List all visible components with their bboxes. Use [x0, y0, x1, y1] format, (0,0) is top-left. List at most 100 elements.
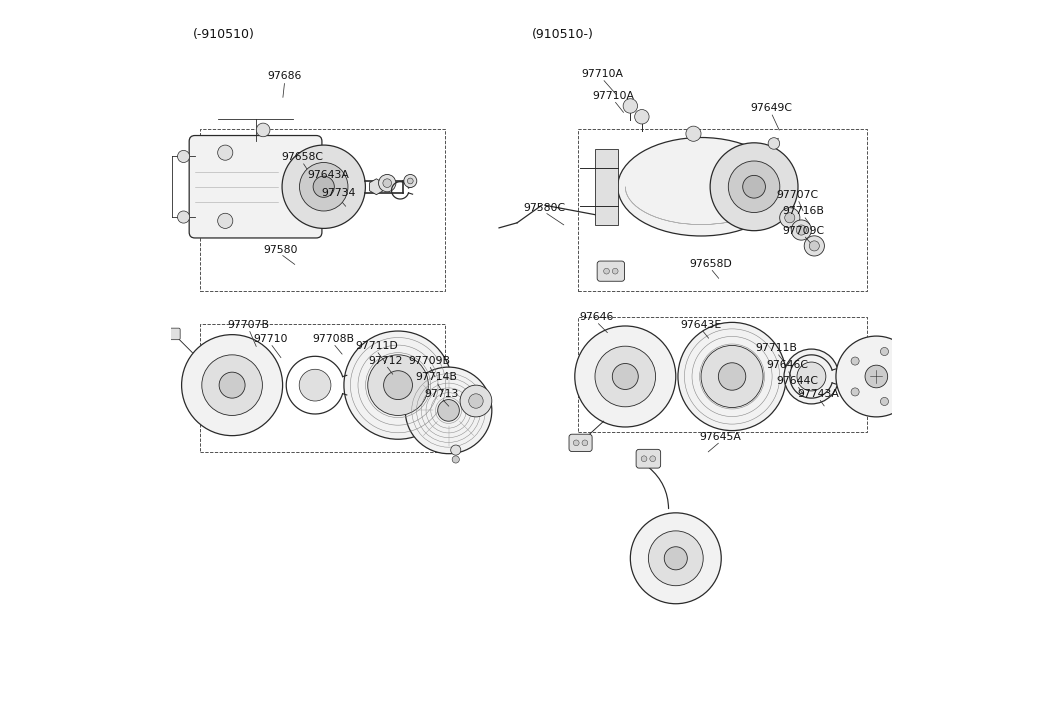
FancyBboxPatch shape	[597, 261, 625, 281]
Text: 97713: 97713	[424, 389, 458, 399]
Text: 97709C: 97709C	[782, 226, 825, 236]
Circle shape	[851, 388, 859, 396]
Circle shape	[300, 163, 348, 211]
Circle shape	[299, 369, 331, 401]
Text: 97686: 97686	[268, 71, 302, 81]
Circle shape	[769, 137, 779, 149]
Text: 97646C: 97646C	[766, 360, 809, 370]
Circle shape	[460, 385, 492, 417]
Circle shape	[784, 213, 795, 222]
Text: 97643E: 97643E	[680, 320, 722, 329]
Circle shape	[256, 123, 270, 137]
Circle shape	[623, 99, 638, 113]
Text: 97711B: 97711B	[756, 343, 797, 353]
Circle shape	[368, 355, 428, 415]
Circle shape	[743, 175, 765, 198]
Text: 97707C: 97707C	[777, 190, 819, 200]
Circle shape	[451, 445, 460, 455]
Text: 97709B: 97709B	[408, 356, 450, 366]
Circle shape	[797, 362, 826, 391]
Circle shape	[791, 220, 811, 240]
Circle shape	[809, 241, 820, 251]
Text: 97580: 97580	[264, 244, 298, 254]
Circle shape	[575, 326, 676, 427]
Circle shape	[384, 371, 412, 400]
Text: 97649C: 97649C	[750, 103, 792, 113]
Circle shape	[178, 150, 189, 163]
FancyBboxPatch shape	[165, 328, 180, 340]
Circle shape	[219, 372, 246, 398]
Text: 97734: 97734	[321, 188, 355, 198]
Ellipse shape	[618, 137, 784, 236]
Circle shape	[182, 334, 283, 435]
Circle shape	[701, 345, 763, 408]
Circle shape	[378, 174, 395, 192]
Text: (910510-): (910510-)	[532, 28, 593, 41]
Text: 97711D: 97711D	[355, 341, 398, 351]
Text: 97658D: 97658D	[689, 259, 731, 269]
Circle shape	[898, 372, 907, 380]
Text: 97714B: 97714B	[416, 372, 457, 382]
Circle shape	[282, 145, 366, 228]
Circle shape	[438, 400, 459, 421]
FancyBboxPatch shape	[569, 434, 592, 451]
Circle shape	[805, 236, 825, 256]
Text: 97710A: 97710A	[593, 91, 635, 101]
Circle shape	[664, 547, 688, 570]
Circle shape	[851, 357, 859, 365]
Circle shape	[404, 174, 417, 188]
Circle shape	[630, 513, 721, 603]
Text: 97707B: 97707B	[227, 320, 270, 329]
Text: 97580C: 97580C	[523, 203, 566, 213]
Circle shape	[710, 142, 798, 230]
Circle shape	[469, 394, 484, 409]
Circle shape	[728, 161, 780, 212]
Circle shape	[573, 440, 579, 446]
Circle shape	[344, 331, 452, 439]
Polygon shape	[924, 366, 937, 380]
Circle shape	[865, 365, 888, 387]
Circle shape	[314, 176, 335, 197]
Text: (-910510): (-910510)	[192, 28, 254, 41]
Circle shape	[678, 322, 787, 430]
Circle shape	[218, 213, 233, 228]
Circle shape	[178, 211, 189, 223]
Circle shape	[779, 208, 799, 228]
Circle shape	[407, 178, 414, 184]
Circle shape	[595, 346, 656, 407]
Text: 97708B: 97708B	[313, 334, 354, 344]
Circle shape	[796, 225, 807, 235]
Circle shape	[583, 440, 588, 446]
Circle shape	[686, 126, 701, 141]
Circle shape	[880, 398, 889, 406]
FancyBboxPatch shape	[595, 149, 618, 225]
Circle shape	[218, 145, 233, 160]
Text: 97643A: 97643A	[307, 170, 349, 180]
Text: 97658C: 97658C	[281, 152, 323, 162]
Text: 97644C: 97644C	[776, 376, 819, 386]
Circle shape	[604, 268, 609, 274]
Text: 97646: 97646	[579, 313, 613, 322]
Circle shape	[641, 456, 647, 462]
FancyBboxPatch shape	[189, 135, 322, 238]
Circle shape	[649, 456, 656, 462]
Text: 97743A: 97743A	[797, 389, 840, 399]
Circle shape	[405, 367, 492, 454]
Circle shape	[836, 336, 916, 417]
Circle shape	[880, 348, 889, 356]
Circle shape	[719, 363, 746, 390]
Text: 97710A: 97710A	[581, 69, 623, 79]
Text: 97716B: 97716B	[782, 206, 825, 216]
Text: 97710: 97710	[253, 334, 288, 344]
Circle shape	[612, 364, 638, 390]
Circle shape	[612, 268, 618, 274]
Circle shape	[784, 349, 839, 404]
Circle shape	[383, 179, 391, 188]
Circle shape	[648, 531, 704, 586]
Circle shape	[635, 110, 649, 124]
FancyBboxPatch shape	[636, 449, 660, 468]
Text: 97712: 97712	[369, 356, 403, 366]
Polygon shape	[370, 179, 384, 195]
Circle shape	[202, 355, 263, 415]
Circle shape	[452, 456, 459, 463]
